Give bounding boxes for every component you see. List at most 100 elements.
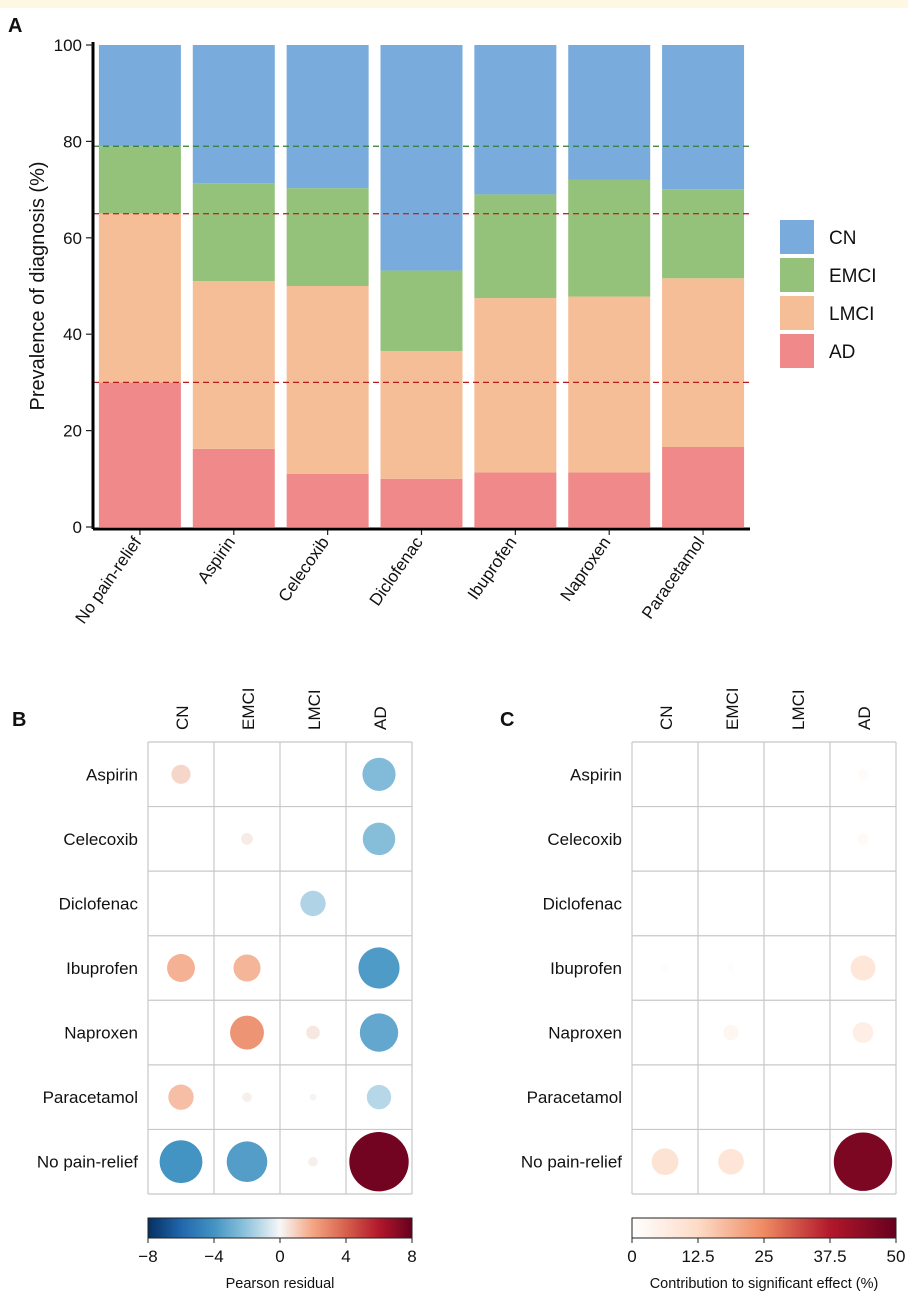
bar-diclofenac-emci <box>380 270 463 352</box>
bubble-b-paracetamol-emci <box>242 1092 252 1102</box>
bubble-c-ibuprofen-cn <box>661 964 669 972</box>
bar-celecoxib-cn <box>286 45 369 189</box>
bubble-b-no-pain-relief-ad <box>349 1132 409 1192</box>
x-tick-label-aspirin: Aspirin <box>194 533 239 586</box>
bar-paracetamol-emci <box>662 189 745 279</box>
colorbar-tick-label-b-1: −4 <box>204 1247 223 1266</box>
bubble-b-celecoxib-emci <box>241 832 253 845</box>
bubble-b-ibuprofen-emci <box>233 954 261 982</box>
x-tick-label-ibuprofen: Ibuprofen <box>464 533 521 603</box>
x-tick-label-naproxen: Naproxen <box>557 533 615 604</box>
bar-diclofenac-cn <box>380 45 463 271</box>
row-label-c-paracetamol: Paracetamol <box>527 1088 622 1107</box>
col-label-c-ad: AD <box>855 706 874 730</box>
bubble-c-ibuprofen-emci <box>727 964 735 972</box>
bubble-b-paracetamol-cn <box>168 1084 194 1110</box>
colorbar-tick-label-c-4: 50 <box>887 1247 906 1266</box>
bar-aspirin-emci <box>192 183 275 282</box>
y-tick-label-100: 100 <box>54 36 82 55</box>
bar-naproxen-emci <box>568 179 651 297</box>
bar-no-pain-relief-cn <box>98 45 181 147</box>
col-label-b-emci: EMCI <box>239 688 258 731</box>
top-band <box>0 0 908 8</box>
col-label-c-lmci: LMCI <box>789 689 808 730</box>
bubble-c-naproxen-emci <box>723 1024 739 1041</box>
row-label-b-diclofenac: Diclofenac <box>59 894 139 913</box>
bar-aspirin-lmci <box>192 281 275 449</box>
bubble-c-celecoxib-ad <box>857 833 869 845</box>
col-label-c-cn: CN <box>657 705 676 730</box>
colorbar-tick-label-c-3: 37.5 <box>813 1247 846 1266</box>
legend-label-emci: EMCI <box>829 266 877 287</box>
colorbar-tick-label-b-4: 8 <box>407 1247 416 1266</box>
bubble-b-no-pain-relief-lmci <box>308 1156 318 1167</box>
colorbar-tick-label-c-2: 25 <box>755 1247 774 1266</box>
row-label-c-aspirin: Aspirin <box>570 765 622 784</box>
y-tick-label-40: 40 <box>63 325 82 344</box>
bubble-b-paracetamol-lmci <box>309 1093 317 1101</box>
legend-swatch-emci <box>780 258 814 292</box>
bubble-b-no-pain-relief-emci <box>226 1141 268 1183</box>
bubble-b-naproxen-emci <box>230 1015 264 1050</box>
x-tick-label-paracetamol: Paracetamol <box>638 533 708 622</box>
bar-no-pain-relief-ad <box>98 382 181 527</box>
col-label-c-emci: EMCI <box>723 688 742 731</box>
bar-celecoxib-emci <box>286 188 369 286</box>
panel-c-label: C <box>500 709 514 731</box>
bar-naproxen-lmci <box>568 296 651 473</box>
legend-label-cn: CN <box>829 228 856 249</box>
row-label-b-celecoxib: Celecoxib <box>63 830 138 849</box>
colorbar-b <box>147 1217 413 1239</box>
legend-label-lmci: LMCI <box>829 304 874 325</box>
x-tick-label-celecoxib: Celecoxib <box>275 533 333 605</box>
colorbar-tick-label-b-3: 4 <box>341 1247 350 1266</box>
bar-aspirin-ad <box>192 448 275 527</box>
row-label-b-paracetamol: Paracetamol <box>43 1088 138 1107</box>
panel-b-chart: CN EMCI LMCI AD Aspirin Celecoxib Diclofenac Ib… <box>37 688 417 1293</box>
panel-c-chart: CN EMCI LMCI AD Aspirin Celecoxib Diclofenac Ib… <box>521 688 906 1293</box>
bar-ibuprofen-cn <box>474 45 557 195</box>
bubble-b-aspirin-ad <box>362 757 396 791</box>
bubble-c-naproxen-ad <box>852 1022 874 1043</box>
bubble-b-naproxen-lmci <box>306 1025 320 1040</box>
bar-naproxen-cn <box>568 45 651 180</box>
bubble-b-ibuprofen-cn <box>167 954 195 982</box>
row-label-c-diclofenac: Diclofenac <box>543 894 623 913</box>
y-tick-label-0: 0 <box>73 518 82 537</box>
col-label-b-lmci: LMCI <box>305 689 324 730</box>
x-tick-label-diclofenac: Diclofenac <box>366 533 427 609</box>
y-tick-label-20: 20 <box>63 422 82 441</box>
bubble-c-no-pain-relief-emci <box>718 1148 744 1175</box>
colorbar-title-c: Contribution to significant effect (%) <box>650 1276 879 1292</box>
bubble-c-no-pain-relief-cn <box>651 1148 679 1176</box>
row-label-c-ibuprofen: Ibuprofen <box>550 959 622 978</box>
row-label-c-no-pain-relief: No pain-relief <box>521 1153 622 1172</box>
bubble-b-paracetamol-ad <box>366 1084 392 1110</box>
bubble-c-ibuprofen-ad <box>850 955 876 981</box>
bar-naproxen-ad <box>568 472 651 527</box>
col-label-b-ad: AD <box>371 706 390 730</box>
row-label-b-no-pain-relief: No pain-relief <box>37 1153 138 1172</box>
y-axis-title: Prevalence of diagnosis (%) <box>27 161 49 410</box>
bar-celecoxib-lmci <box>286 286 369 474</box>
bubble-b-ibuprofen-ad <box>358 947 400 989</box>
bubble-b-celecoxib-ad <box>362 822 396 856</box>
bar-ibuprofen-lmci <box>474 298 557 473</box>
bar-paracetamol-ad <box>662 446 745 527</box>
bar-paracetamol-lmci <box>662 278 745 447</box>
panel-b-label: B <box>12 709 26 731</box>
colorbar-tick-label-b-2: 0 <box>275 1247 284 1266</box>
bar-celecoxib-ad <box>286 473 369 527</box>
y-tick-label-80: 80 <box>63 132 82 151</box>
bubble-b-aspirin-cn <box>171 764 191 784</box>
bubble-c-no-pain-relief-ad <box>833 1132 893 1191</box>
colorbar-tick-label-c-1: 12.5 <box>681 1247 714 1266</box>
bubble-b-diclofenac-lmci <box>300 890 326 917</box>
legend-label-ad: AD <box>829 342 855 363</box>
bar-diclofenac-ad <box>380 478 463 527</box>
y-tick-label-60: 60 <box>63 229 82 248</box>
bar-no-pain-relief-emci <box>98 146 181 214</box>
bar-aspirin-cn <box>192 45 275 184</box>
legend-swatch-cn <box>780 220 814 254</box>
bar-ibuprofen-ad <box>474 472 557 527</box>
